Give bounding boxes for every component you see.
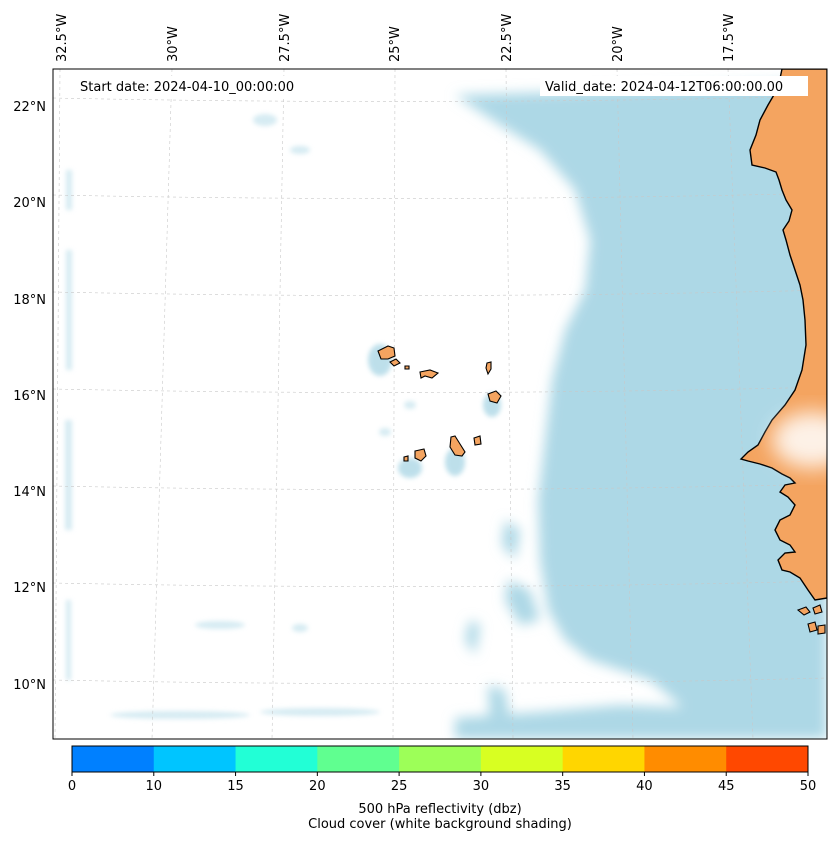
santiago (449, 435, 466, 457)
boa-vista (487, 390, 502, 404)
colorbar-tick-label: 25 (391, 779, 408, 794)
colorbar-tick-label: 30 (473, 779, 490, 794)
lon-label: 25°W (388, 26, 403, 62)
sao-vicente (389, 358, 401, 367)
lat-label: 14°N (13, 485, 46, 500)
lat-label: 18°N (13, 293, 46, 308)
colorbar-segment (644, 746, 727, 772)
lat-label: 16°N (13, 389, 46, 404)
graticule (53, 69, 827, 739)
colorbar-tick-label: 20 (309, 779, 326, 794)
colorbar-segment (726, 746, 809, 772)
fogo (414, 448, 427, 462)
sal (485, 361, 492, 376)
longitude-labels: 32.5°W 30°W 27.5°W 25°W 22.5°W 20°W 17.5… (55, 14, 737, 62)
valid-date-label: Valid_date: 2024-04-12T06:00:00.00 (545, 80, 783, 95)
colorbar-tick-label: 10 (146, 779, 163, 794)
lat-label: 10°N (13, 678, 46, 693)
colorbar-tick-label: 15 (227, 779, 244, 794)
lon-label: 32.5°W (55, 14, 70, 62)
colorbar-segment (317, 746, 400, 772)
brava (403, 455, 409, 462)
lon-label: 27.5°W (278, 14, 293, 62)
lat-label: 12°N (13, 581, 46, 596)
santo-antao (377, 345, 396, 360)
sao-nicolau (419, 369, 440, 379)
colorbar-tick-label: 45 (718, 779, 735, 794)
start-date-box (76, 76, 312, 96)
map-frame (52, 68, 828, 740)
lon-label: 30°W (166, 26, 181, 62)
lon-label: 20°W (611, 26, 626, 62)
lat-label: 22°N (13, 100, 46, 115)
colorbar-segment (480, 746, 564, 772)
colorbar-segment (399, 746, 482, 772)
colorbar-tick-label: 50 (800, 779, 817, 794)
colorbar-segment (562, 746, 645, 772)
colorbar-caption: 500 hPa reflectivity (dbz) Cloud cover (… (60, 802, 820, 832)
latitude-labels: 22°N 20°N 18°N 16°N 14°N 12°N 10°N (13, 100, 46, 693)
colorbar-segment (153, 746, 237, 772)
lat-label: 20°N (13, 196, 46, 211)
land-cloud (772, 412, 827, 468)
colorbar-tick-label: 35 (554, 779, 571, 794)
cloud-streaks (65, 114, 416, 719)
bissagos-islands (796, 604, 826, 635)
colorbar-tick-label: 0 (68, 779, 76, 794)
colorbar-frame (71, 745, 809, 773)
lon-label: 17.5°W (722, 14, 737, 62)
cape-verde-islands (377, 345, 502, 462)
lon-label: 22.5°W (500, 14, 515, 62)
colorbar: 0 10 15 20 25 30 35 40 45 50 (68, 745, 817, 794)
colorbar-label-line2: Cloud cover (white background shading) (308, 817, 572, 832)
santa-luzia (404, 365, 410, 370)
cloud-cover (455, 82, 827, 739)
colorbar-segment (72, 746, 155, 772)
valid-date-box (540, 76, 808, 96)
start-date-label: Start date: 2024-04-10_00:00:00 (80, 80, 294, 95)
colorbar-label-line1: 500 hPa reflectivity (dbz) (358, 802, 522, 817)
maio (473, 435, 482, 446)
colorbar-segment (235, 746, 318, 772)
colorbar-tick-label: 40 (636, 779, 653, 794)
